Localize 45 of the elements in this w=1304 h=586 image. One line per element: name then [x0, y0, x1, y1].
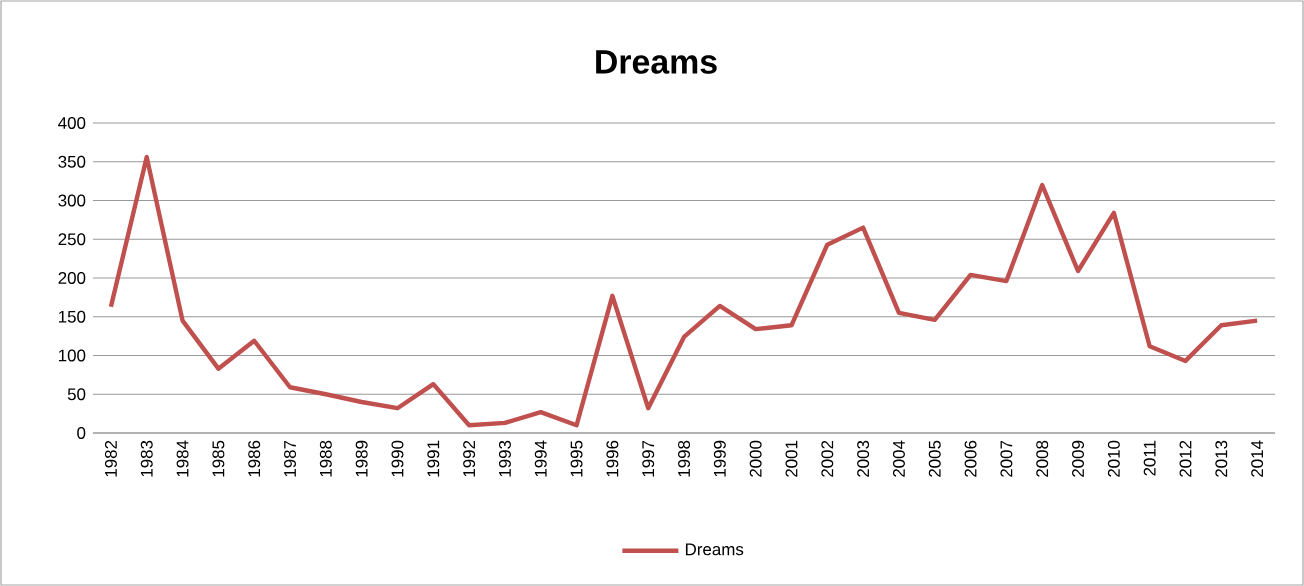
x-tick-label: 1986 [248, 440, 261, 477]
x-tick-label: 1985 [212, 440, 225, 477]
y-tick-label: 0 [77, 427, 86, 439]
x-tick-label: 2012 [1179, 440, 1192, 477]
x-tick-label: 2014 [1251, 440, 1264, 477]
x-tick-label: 1992 [463, 440, 476, 477]
x-tick-label: 1989 [355, 440, 368, 477]
x-tick-label: 2011 [1143, 440, 1156, 476]
y-tick-label: 200 [58, 272, 86, 284]
x-tick-label: 1993 [498, 440, 511, 477]
x-tick-label: 2003 [857, 440, 870, 477]
x-tick-label: 1998 [678, 440, 690, 477]
x-tick-label: 2002 [821, 440, 834, 477]
x-tick-label: 2005 [928, 440, 941, 477]
y-tick-label: 100 [58, 349, 86, 362]
line-series [108, 154, 1260, 428]
y-tick-label: 300 [58, 194, 86, 207]
y-tick-label: 250 [58, 233, 86, 246]
x-tick-label: 2008 [1036, 440, 1049, 477]
y-tick-label: 150 [58, 310, 86, 323]
y-tick-label: 350 [58, 155, 86, 168]
chart-title: Dreams [596, 50, 717, 74]
x-tick-label: 2004 [892, 440, 905, 477]
x-tick-label: 2010 [1107, 440, 1120, 477]
x-tick-label: 1982 [104, 440, 117, 477]
legend-label: Dreams [685, 543, 744, 556]
x-tick-label: 2000 [749, 440, 762, 477]
x-tick-label: 1995 [570, 440, 583, 477]
x-tick-label: 1990 [391, 440, 404, 477]
x-tick-label: 2001 [785, 440, 798, 477]
x-tick-label: 1996 [606, 440, 619, 477]
x-tick-label: 1997 [642, 440, 655, 477]
x-tick-label: 2006 [964, 440, 977, 477]
x-tick-label: 1984 [176, 440, 189, 477]
x-tick-label: 2013 [1215, 440, 1228, 477]
x-tick-label: 2007 [1000, 440, 1013, 477]
x-tick-label: 1994 [534, 440, 547, 477]
x-tick-label: 2009 [1072, 440, 1085, 477]
y-tick-label: 50 [67, 388, 86, 401]
x-tick-label: 1987 [284, 440, 296, 477]
x-tick-label: 1991 [427, 440, 440, 477]
x-tick-label: 1983 [140, 440, 153, 477]
y-tick-label: 400 [58, 117, 86, 129]
x-tick-label: 1999 [713, 440, 726, 477]
x-tick-label: 1988 [319, 440, 332, 477]
